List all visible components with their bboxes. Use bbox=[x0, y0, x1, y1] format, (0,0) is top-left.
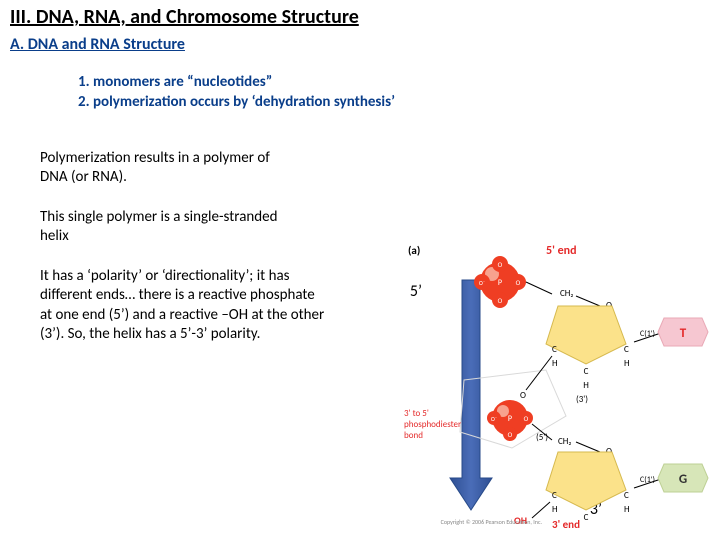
svg-text:C: C bbox=[584, 512, 589, 523]
c3-label: (3') bbox=[576, 394, 588, 405]
svg-text:H: H bbox=[552, 504, 558, 515]
base-label: T bbox=[680, 326, 687, 341]
svg-text:H: H bbox=[552, 358, 558, 369]
ch2-label: CH₂ bbox=[560, 288, 573, 299]
sugar-pentagon bbox=[546, 452, 626, 510]
svg-text:O: O bbox=[524, 414, 529, 423]
panel-label: (a) bbox=[408, 244, 420, 257]
svg-text:C: C bbox=[624, 490, 629, 501]
svg-text:C: C bbox=[584, 366, 589, 377]
svg-text:O: O bbox=[508, 430, 513, 439]
copyright-text: Copyright © 2006 Pearson Education, Inc. bbox=[441, 518, 542, 526]
section-subtitle: A. DNA and RNA Structure bbox=[0, 31, 720, 58]
svg-text:O: O bbox=[520, 390, 526, 401]
page-title: III. DNA, RNA, and Chromosome Structure bbox=[0, 0, 720, 31]
bond-label-line2: phosphodiester bbox=[404, 419, 461, 430]
svg-text:C: C bbox=[552, 344, 557, 355]
svg-text:P: P bbox=[498, 278, 502, 288]
svg-text:O⁻: O⁻ bbox=[479, 279, 485, 287]
phosphate-icon: P O⁻ O O bbox=[487, 400, 533, 441]
svg-text:O: O bbox=[516, 278, 521, 287]
svg-text:H: H bbox=[624, 504, 630, 515]
paragraph: Polymerization results in a polymer of D… bbox=[0, 149, 300, 188]
bullet-list: 1. monomers are “nucleotides” 2. polymer… bbox=[0, 58, 720, 113]
base-label: G bbox=[679, 472, 687, 487]
phosphate-icon: P O O⁻ O O bbox=[474, 256, 526, 308]
label-3prime-end: 3' end bbox=[552, 518, 580, 530]
svg-text:O: O bbox=[498, 260, 503, 269]
c5-label: (5') bbox=[536, 432, 548, 443]
sugar-pentagon bbox=[546, 306, 626, 364]
svg-text:O: O bbox=[498, 296, 503, 305]
svg-text:H: H bbox=[624, 358, 630, 369]
bond-label-line3: bond bbox=[404, 430, 423, 441]
svg-text:O⁻: O⁻ bbox=[491, 415, 497, 423]
svg-text:C: C bbox=[552, 490, 557, 501]
paragraph: This single polymer is a single-stranded… bbox=[0, 208, 300, 247]
paragraph: It has a ‘polarity’ or ‘directionality’;… bbox=[0, 267, 330, 345]
list-item: 2. polymerization occurs by ‘dehydration… bbox=[78, 92, 710, 112]
svg-text:H: H bbox=[583, 380, 589, 391]
svg-text:P: P bbox=[508, 414, 512, 424]
svg-text:CH₂: CH₂ bbox=[558, 436, 571, 447]
nucleotide-diagram: (a) 5' end P O O⁻ O O CH₂ O C H C H C H … bbox=[402, 240, 712, 530]
bond-label-line1: 3' to 5' bbox=[404, 408, 429, 419]
label-5prime-end: 5' end bbox=[546, 244, 577, 258]
svg-text:C: C bbox=[624, 344, 629, 355]
list-item: 1. monomers are “nucleotides” bbox=[78, 72, 710, 92]
